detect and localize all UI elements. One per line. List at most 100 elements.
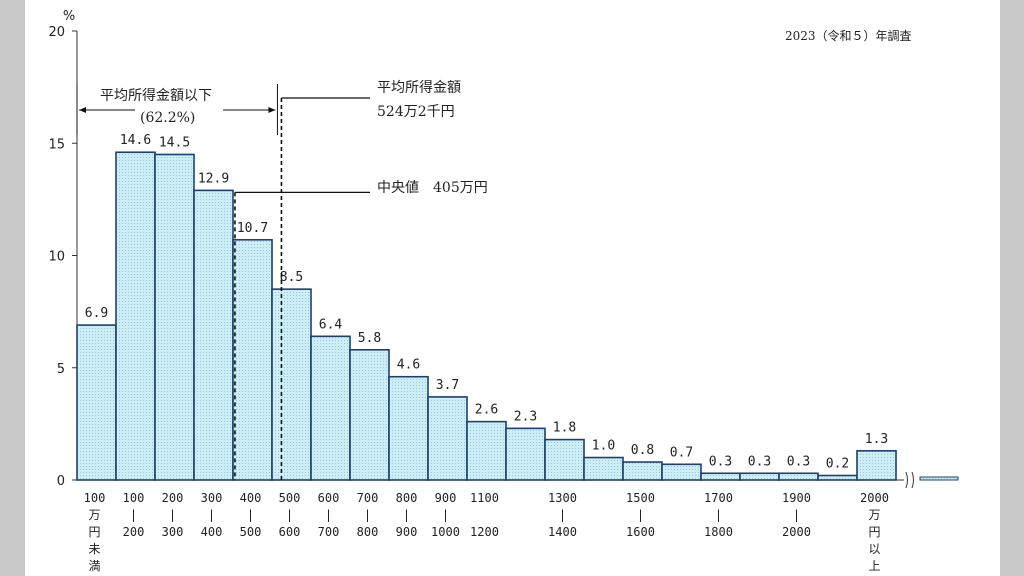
bar-value-label: 2.3	[514, 409, 537, 424]
x-category-label: |	[715, 508, 722, 522]
bar	[310, 335, 351, 481]
x-category-label: 万	[868, 508, 880, 522]
continued-bar	[919, 476, 959, 481]
x-category-label: |	[208, 508, 215, 522]
x-category-label: |	[325, 508, 332, 522]
bar-value-label: 8.5	[280, 270, 303, 285]
x-category-label: 500	[240, 525, 262, 539]
bar-value-label: 6.9	[85, 306, 108, 321]
bar-value-label: 3.7	[436, 378, 459, 393]
x-category-label: 上	[868, 559, 880, 573]
bar	[778, 472, 819, 481]
bar	[466, 420, 507, 481]
bar-value-label: 5.8	[358, 331, 381, 346]
bar-value-label: 1.0	[592, 439, 615, 454]
x-category-label: 300	[201, 491, 223, 505]
arrowhead	[268, 107, 276, 113]
y-tick-label: 10	[48, 250, 65, 265]
bar-value-label: 10.7	[237, 221, 268, 236]
x-category-label: 以	[868, 542, 880, 556]
bar-value-label: 0.3	[787, 454, 810, 469]
x-category-label: 1000	[431, 525, 460, 539]
x-category-label: |	[286, 508, 293, 522]
arrowhead	[79, 107, 86, 113]
bar	[856, 450, 897, 481]
x-category-label: 1100	[470, 491, 499, 505]
bar	[154, 153, 195, 481]
x-category-label: 未	[88, 542, 100, 556]
x-category-label: 2000	[782, 525, 811, 539]
bar	[583, 456, 624, 481]
y-tick-label: 20	[48, 25, 65, 40]
bar-value-label: 1.8	[553, 421, 576, 436]
x-category-label: 400	[201, 525, 223, 539]
bar	[700, 472, 741, 481]
bar	[622, 461, 663, 481]
x-category-label: 1700	[704, 491, 733, 505]
x-category-label: 1600	[626, 525, 655, 539]
x-category-label: 1500	[626, 491, 655, 505]
x-category-label: 100	[84, 491, 106, 505]
bar	[505, 427, 546, 481]
x-category-label: 900	[396, 525, 418, 539]
bar	[271, 288, 312, 481]
below-mean-label: 平均所得金額以下	[100, 87, 212, 104]
bar	[739, 472, 780, 481]
mean-value: 524万2千円	[377, 104, 455, 120]
y-unit-label: %	[63, 9, 75, 24]
bar	[349, 348, 390, 481]
bar-value-label: 0.3	[748, 454, 771, 469]
bar-value-label: 1.3	[865, 432, 888, 447]
below-mean-pct: (62.2%)	[140, 110, 195, 126]
x-category-label: 200	[123, 525, 145, 539]
x-category-label: 1900	[782, 491, 811, 505]
chart-frame: 0 5 10 15 20% 6.9 100 万円未満 14.6 100 | 200 14.5 200 | 3…	[25, 0, 1000, 576]
x-category-label: 1400	[548, 525, 577, 539]
x-category-label: 800	[357, 525, 379, 539]
bar	[388, 375, 429, 481]
x-category-label: |	[637, 508, 644, 522]
x-category-label: 600	[318, 491, 340, 505]
median-label: 中央値 405万円	[377, 180, 488, 196]
axis-break-mark	[905, 471, 908, 489]
annotations: 2023（令和５）年調査 平均所得金額以下 (62.2%) 平均所得金額 524…	[76, 28, 912, 480]
bar-value-label: 4.6	[397, 358, 420, 373]
x-category-label: |	[130, 508, 137, 522]
y-tick-label: 0	[57, 474, 65, 489]
x-category-label: 500	[279, 491, 301, 505]
x-category-label: 1300	[548, 491, 577, 505]
bar-value-label: 0.7	[670, 445, 693, 460]
x-category-label: 円	[88, 525, 100, 539]
x-category-label: 2000	[860, 491, 889, 505]
x-category-label: 万	[88, 508, 100, 522]
x-category-label: 1800	[704, 525, 733, 539]
x-category-label: 円	[868, 525, 880, 539]
bar	[115, 151, 156, 481]
axis-break-mark	[911, 471, 914, 489]
bar-value-label: 0.2	[826, 457, 849, 472]
bar-value-label: 14.5	[159, 135, 190, 150]
y-tick-label: 15	[48, 137, 65, 152]
x-category-label: |	[403, 508, 410, 522]
mean-label: 平均所得金額	[377, 79, 461, 96]
bar-value-label: 0.3	[709, 454, 732, 469]
x-category-label: 400	[240, 491, 262, 505]
x-category-label: |	[169, 508, 176, 522]
x-category-label: |	[364, 508, 371, 522]
x-category-label: 700	[357, 491, 379, 505]
x-category-label: 満	[88, 559, 100, 573]
bar-value-label: 0.8	[631, 443, 654, 458]
bar	[817, 474, 858, 481]
bar	[232, 238, 273, 481]
bar-value-label: 12.9	[198, 171, 229, 186]
x-category-label: |	[559, 508, 566, 522]
x-category-label: 800	[396, 491, 418, 505]
bar-value-label: 2.6	[475, 403, 498, 418]
x-category-label: 200	[162, 491, 184, 505]
x-category-label: 700	[318, 525, 340, 539]
x-category-label: 900	[435, 491, 457, 505]
bar-value-label: 6.4	[319, 317, 343, 332]
x-category-label: |	[247, 508, 254, 522]
